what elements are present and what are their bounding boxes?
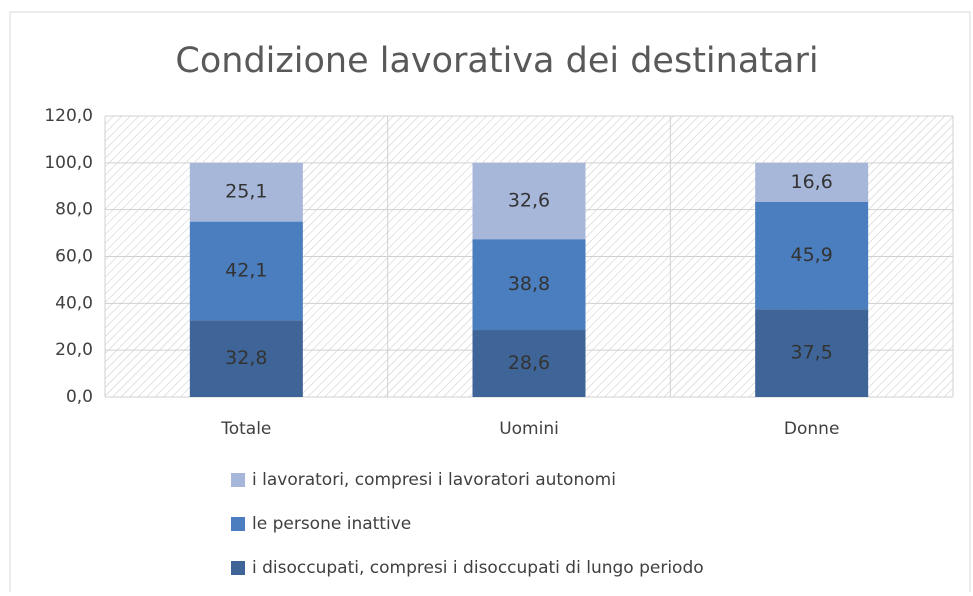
- data-label: 45,9: [791, 244, 833, 266]
- x-tick-label: Uomini: [499, 419, 559, 439]
- data-label: 25,1: [225, 181, 267, 203]
- legend-swatch: [231, 517, 245, 531]
- bar-segment: [189, 320, 303, 397]
- data-label: 37,5: [791, 342, 833, 364]
- bar-segment: [472, 239, 586, 331]
- data-label: 28,6: [508, 352, 550, 374]
- y-tick-label: 100,0: [44, 153, 93, 173]
- legend-swatch: [231, 473, 245, 487]
- bar-segment: [755, 201, 869, 310]
- data-label: 32,6: [508, 190, 550, 212]
- bar-segment: [755, 162, 869, 202]
- bar-segment: [189, 162, 303, 222]
- y-tick-label: 60,0: [55, 247, 93, 267]
- chart-title: Condizione lavorativa dei destinatari: [175, 41, 818, 81]
- data-label: 38,8: [508, 273, 550, 295]
- data-label: 42,1: [225, 259, 267, 281]
- y-tick-label: 120,0: [44, 106, 93, 126]
- data-label: 32,8: [225, 347, 267, 369]
- bar-segment: [472, 330, 586, 397]
- bar-segment: [472, 162, 586, 240]
- legend-label: le persone inattive: [252, 514, 411, 534]
- bar-segment: [189, 221, 303, 321]
- y-tick-label: 20,0: [55, 340, 93, 360]
- legend-label: i disoccupati, compresi i disoccupati di…: [252, 558, 704, 578]
- y-tick-label: 0,0: [66, 387, 93, 407]
- data-label: 16,6: [791, 171, 833, 193]
- legend-swatch: [231, 561, 245, 575]
- x-tick-label: Totale: [220, 419, 271, 439]
- legend-label: i lavoratori, compresi i lavoratori auto…: [252, 470, 616, 490]
- y-tick-label: 40,0: [55, 293, 93, 313]
- bar-segment: [755, 309, 869, 397]
- x-tick-label: Donne: [784, 419, 840, 439]
- y-tick-label: 80,0: [55, 200, 93, 220]
